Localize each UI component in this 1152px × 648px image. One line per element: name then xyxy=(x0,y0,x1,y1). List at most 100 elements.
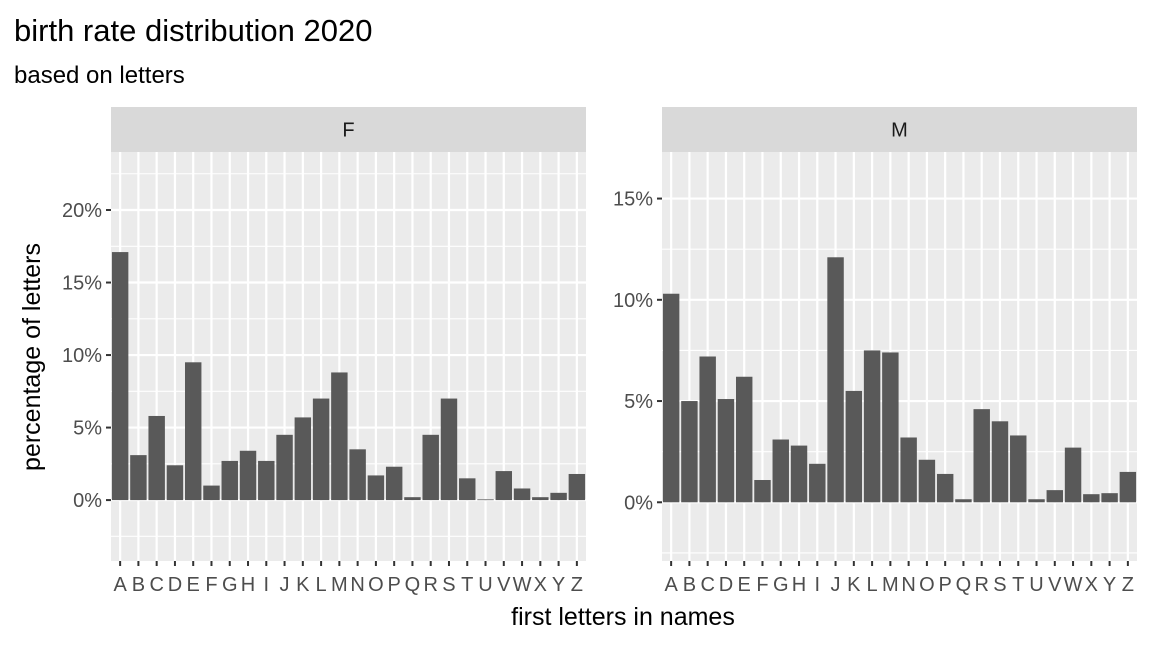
bar-M-J xyxy=(827,257,844,503)
x-tick-label: O xyxy=(368,574,384,596)
bar-F-H xyxy=(239,450,257,501)
bar-M-H xyxy=(790,445,808,503)
bar-F-R xyxy=(422,434,439,501)
bar-M-F xyxy=(754,480,771,503)
x-tick-label: Q xyxy=(405,574,421,596)
facet-M: M0%5%10%15%A B C D E F G H I J K L M N O P Q R S T U V W X Y Z xyxy=(613,107,1137,596)
x-tick-label: J xyxy=(831,574,841,596)
y-tick-label: 15% xyxy=(62,273,102,295)
x-tick-label: I xyxy=(815,574,821,596)
y-tick-label: 10% xyxy=(613,290,653,312)
bar-F-X xyxy=(532,497,549,501)
bar-M-O xyxy=(918,459,936,503)
y-tick-label: 0% xyxy=(624,492,653,514)
y-tick-label: 0% xyxy=(73,490,102,512)
bar-F-S xyxy=(440,398,458,501)
bar-M-L xyxy=(863,350,881,503)
bar-M-E xyxy=(735,376,753,503)
bar-F-N xyxy=(349,449,366,501)
bar-M-G xyxy=(772,439,789,503)
x-tick-label: K xyxy=(847,574,861,596)
bar-F-D xyxy=(166,465,184,501)
facet-strip-label: M xyxy=(891,120,908,142)
x-tick-label: T xyxy=(461,574,473,596)
bar-M-R xyxy=(973,409,990,503)
bar-M-C xyxy=(699,356,716,503)
x-tick-label: X xyxy=(1085,574,1098,596)
x-tick-label: K xyxy=(296,574,310,596)
bar-M-I xyxy=(809,463,826,503)
x-tick-label: M xyxy=(331,574,348,596)
x-tick-label: P xyxy=(388,574,401,596)
x-tick-label: V xyxy=(497,574,511,596)
y-tick-label: 5% xyxy=(624,391,653,413)
bar-F-F xyxy=(203,485,220,501)
bar-F-O xyxy=(367,475,385,501)
x-tick-label: D xyxy=(719,574,733,596)
x-tick-label: N xyxy=(350,574,364,596)
y-axis-title: percentage of letters xyxy=(18,243,46,471)
x-tick-label: F xyxy=(205,574,217,596)
x-tick-label: D xyxy=(168,574,182,596)
chart-subtitle: based on letters xyxy=(14,62,185,89)
x-tick-label: S xyxy=(442,574,455,596)
x-tick-label: J xyxy=(280,574,290,596)
bar-F-Z xyxy=(568,473,586,501)
x-tick-label: H xyxy=(792,574,806,596)
x-tick-label: L xyxy=(867,574,878,596)
bar-F-G xyxy=(221,460,238,501)
x-tick-label: E xyxy=(738,574,751,596)
x-tick-label: B xyxy=(683,574,696,596)
bar-F-P xyxy=(385,466,403,501)
x-tick-label: U xyxy=(1029,574,1043,596)
facet-F: F0%5%10%15%20%A B C D E F G H I J K L M N O P Q R S T U V W X Y Z xyxy=(62,107,586,596)
bar-F-I xyxy=(258,460,275,501)
facet-strip-label: F xyxy=(342,120,354,142)
y-tick-label: 5% xyxy=(73,418,102,440)
bar-M-B xyxy=(681,401,698,503)
x-tick-label: R xyxy=(423,574,437,596)
x-tick-label: W xyxy=(513,574,532,596)
x-tick-label: S xyxy=(993,574,1006,596)
bar-F-W xyxy=(513,488,531,501)
x-tick-label: M xyxy=(882,574,899,596)
bar-F-E xyxy=(184,362,202,501)
bar-M-M xyxy=(882,352,899,503)
bar-M-T xyxy=(1010,435,1027,503)
x-tick-label: V xyxy=(1048,574,1062,596)
bar-F-Q xyxy=(404,497,421,501)
facets: F0%5%10%15%20%A B C D E F G H I J K L M N O P Q R S T U V W X Y Z… xyxy=(62,107,1137,596)
bar-M-P xyxy=(936,473,954,503)
y-tick-label: 10% xyxy=(62,345,102,367)
bar-F-L xyxy=(312,398,330,501)
x-tick-label: X xyxy=(534,574,547,596)
x-tick-label: P xyxy=(939,574,952,596)
x-tick-label: G xyxy=(222,574,238,596)
x-tick-label: N xyxy=(901,574,915,596)
bar-M-V xyxy=(1046,490,1064,503)
x-tick-label: H xyxy=(241,574,255,596)
bar-F-B xyxy=(130,455,147,501)
bar-F-U xyxy=(477,499,494,501)
bar-M-Z xyxy=(1119,471,1137,503)
x-tick-label: F xyxy=(756,574,768,596)
bar-F-A xyxy=(111,252,129,501)
bar-M-U xyxy=(1028,499,1045,503)
y-tick-label: 20% xyxy=(62,200,102,222)
bar-M-A xyxy=(662,293,680,503)
chart-title: birth rate distribution 2020 xyxy=(14,13,372,48)
bar-F-M xyxy=(331,372,348,501)
bar-F-T xyxy=(459,478,476,501)
x-tick-label: Y xyxy=(552,574,565,596)
bar-F-V xyxy=(495,471,513,501)
x-tick-label: I xyxy=(264,574,270,596)
facet-strip xyxy=(662,107,1137,152)
x-tick-label: A xyxy=(664,574,678,596)
x-tick-label: A xyxy=(113,574,127,596)
bar-M-N xyxy=(900,437,917,503)
bar-M-D xyxy=(717,399,735,503)
x-tick-label: Y xyxy=(1103,574,1116,596)
bar-M-K xyxy=(845,390,863,503)
x-tick-label: B xyxy=(132,574,145,596)
